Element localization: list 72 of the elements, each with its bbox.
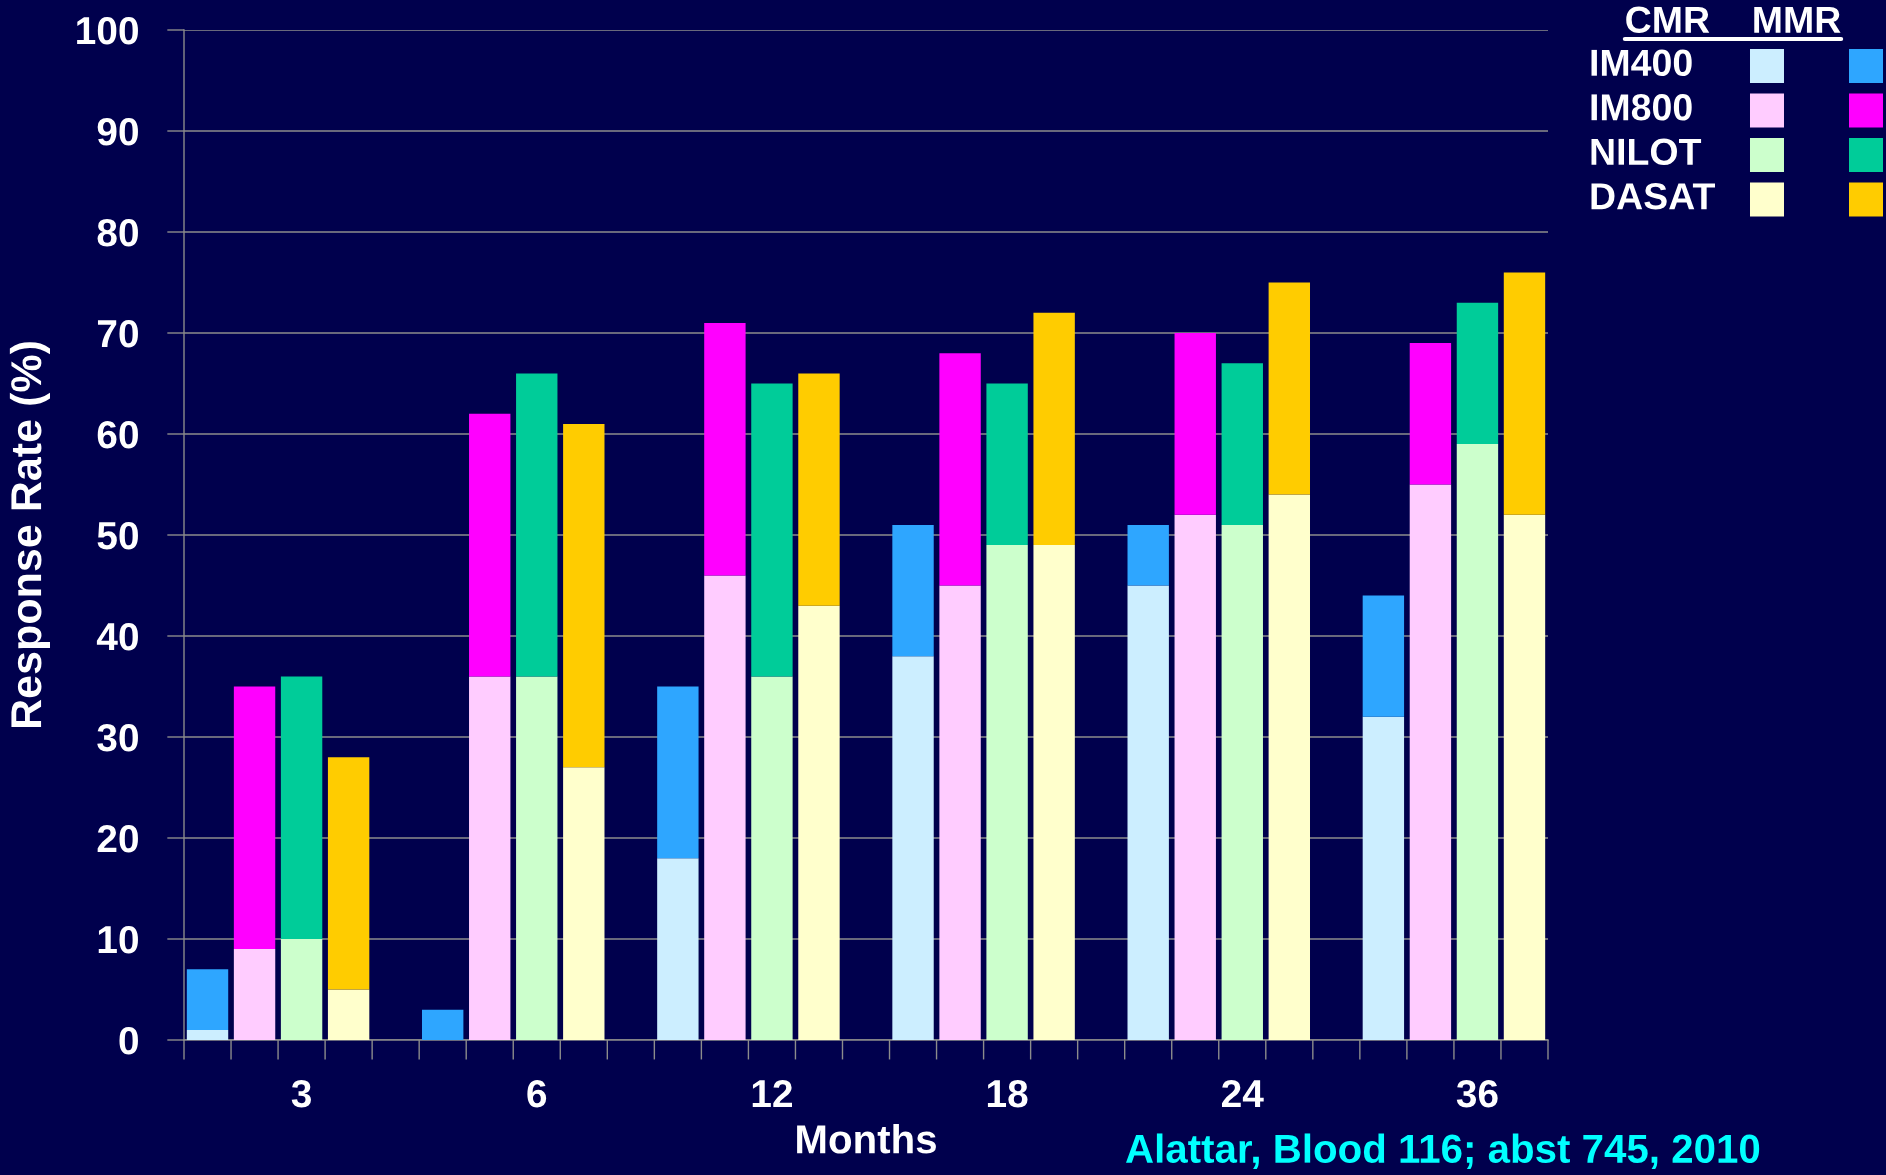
legend-label: DASAT [1591, 183, 1715, 210]
y-tick-label: 40 [96, 622, 138, 651]
bar [986, 383, 1028, 546]
text: Alattar, Blood 116; abst 745, 2010 [1126, 1133, 1760, 1169]
bar [1409, 484, 1452, 1040]
bar [563, 423, 605, 768]
y-tick-label: 50 [97, 521, 138, 550]
x-tick-label: 18 [987, 1079, 1028, 1108]
y-tick-label: 90 [97, 117, 138, 146]
bar [233, 949, 276, 1040]
bar [1174, 514, 1216, 1040]
x-tick-label: 24 [1222, 1079, 1264, 1108]
y-tick-label: 10 [98, 925, 138, 954]
y-tick-label: 100 [77, 16, 138, 45]
y-axis-title: Response Rate (%) [9, 342, 50, 728]
bar [327, 989, 370, 1040]
bar [1221, 363, 1263, 525]
bar [704, 322, 746, 576]
bar [516, 373, 558, 677]
bar [563, 767, 605, 1040]
x-tick-label: 6 [527, 1079, 547, 1108]
bar [1456, 302, 1499, 445]
x-tick-label: 12 [752, 1079, 792, 1108]
y-tick-label: 80 [97, 218, 138, 247]
y-tick-label: 20 [97, 824, 138, 853]
bar [657, 686, 699, 859]
bar [1503, 272, 1546, 515]
bar [469, 676, 511, 1040]
bar [327, 757, 370, 990]
bar [469, 413, 511, 677]
bar [1409, 343, 1452, 485]
bar [421, 1009, 464, 1040]
x-axis-title: Months [797, 1124, 936, 1154]
y-tick-label: 70 [97, 319, 138, 348]
bar [1268, 282, 1311, 495]
legend-label: IM800 [1591, 94, 1692, 121]
bar [1362, 595, 1405, 717]
bar [1033, 312, 1075, 546]
bar [939, 585, 981, 1040]
bar [1033, 545, 1075, 1040]
bar [751, 383, 793, 677]
legend-label: NILOT [1591, 138, 1702, 166]
bar [657, 858, 699, 1040]
x-tick-label: 3 [291, 1079, 311, 1108]
y-tick-label: 0 [119, 1026, 138, 1055]
bar [1127, 585, 1169, 1040]
bar [892, 524, 934, 657]
bar [280, 676, 323, 939]
bar [798, 373, 840, 606]
bar [751, 676, 793, 1040]
bar [1362, 716, 1405, 1040]
bar [186, 969, 229, 1030]
bar [986, 545, 1028, 1040]
y-tick-label: 30 [97, 723, 138, 752]
bar [1221, 524, 1263, 1040]
bar [1127, 524, 1169, 586]
legend-title: CMR MMR [1626, 6, 1841, 34]
x-tick-label: 36 [1456, 1079, 1498, 1108]
bar [280, 939, 323, 1040]
bar [704, 575, 746, 1040]
bar [939, 353, 981, 586]
bar [1174, 333, 1216, 515]
y-tick-label: 60 [97, 420, 138, 449]
bar [1503, 514, 1546, 1040]
bar [798, 605, 840, 1040]
bar [516, 676, 558, 1040]
bar [1268, 494, 1311, 1040]
bar [233, 686, 276, 950]
bar [892, 656, 934, 1040]
legend-label: IM400 [1591, 49, 1692, 77]
bar [1456, 444, 1499, 1040]
bar [186, 1029, 229, 1040]
